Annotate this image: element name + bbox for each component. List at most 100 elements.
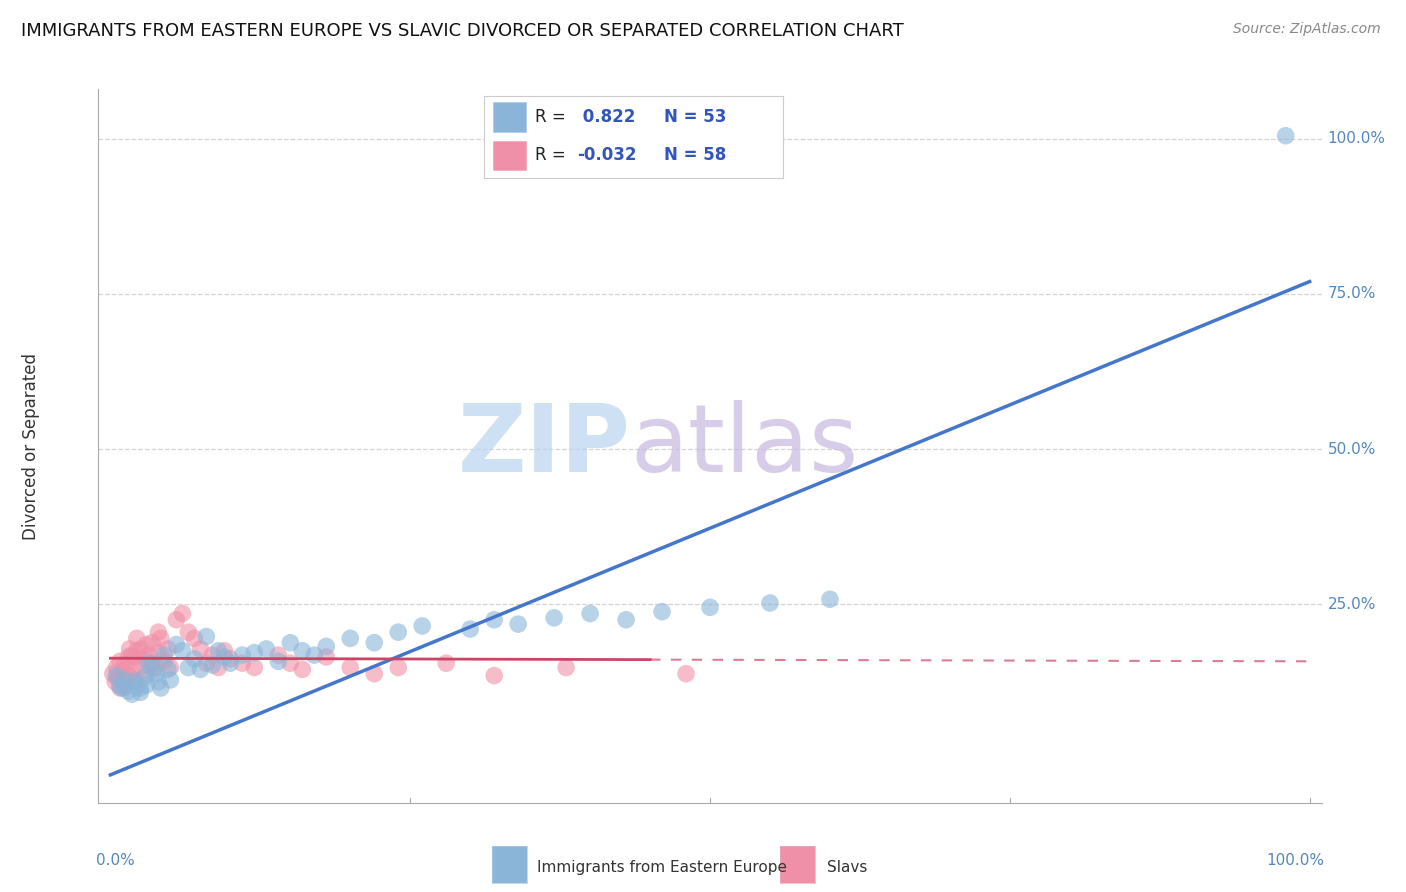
- Text: Source: ZipAtlas.com: Source: ZipAtlas.com: [1233, 22, 1381, 37]
- Point: [156, 641, 179, 656]
- Point: [172, 607, 194, 621]
- Point: [121, 665, 143, 679]
- Point: [159, 673, 181, 687]
- Text: 25.0%: 25.0%: [1327, 597, 1376, 612]
- Point: [138, 656, 160, 670]
- Text: IMMIGRANTS FROM EASTERN EUROPE VS SLAVIC DIVORCED OR SEPARATED CORRELATION CHART: IMMIGRANTS FROM EASTERN EUROPE VS SLAVIC…: [21, 22, 904, 40]
- Text: Slavs: Slavs: [827, 860, 868, 874]
- Point: [132, 652, 155, 666]
- Point: [183, 632, 205, 646]
- Point: [159, 660, 181, 674]
- Point: [105, 660, 128, 674]
- Point: [124, 674, 146, 689]
- Point: [124, 673, 146, 687]
- Point: [172, 644, 194, 658]
- Point: [145, 660, 167, 674]
- Point: [125, 632, 148, 646]
- Point: [195, 630, 218, 644]
- Point: [138, 648, 160, 662]
- Point: [148, 646, 170, 660]
- Text: ZIP: ZIP: [457, 400, 630, 492]
- Point: [411, 619, 433, 633]
- Point: [315, 640, 337, 654]
- Point: [243, 660, 266, 674]
- Point: [614, 613, 637, 627]
- Point: [214, 644, 236, 658]
- Text: 0.0%: 0.0%: [96, 853, 135, 868]
- Point: [207, 644, 229, 658]
- Point: [111, 665, 134, 679]
- Point: [153, 654, 176, 668]
- Point: [165, 638, 187, 652]
- Point: [145, 666, 167, 681]
- Point: [114, 679, 136, 693]
- Point: [115, 673, 138, 687]
- Point: [114, 658, 136, 673]
- Point: [267, 648, 290, 662]
- Point: [125, 644, 148, 658]
- Point: [188, 641, 211, 656]
- Point: [699, 600, 721, 615]
- Point: [156, 662, 179, 676]
- Point: [111, 681, 134, 695]
- Text: 100.0%: 100.0%: [1327, 131, 1386, 146]
- Point: [579, 607, 602, 621]
- Point: [315, 650, 337, 665]
- Point: [458, 622, 481, 636]
- Point: [148, 674, 170, 689]
- Point: [121, 648, 143, 662]
- Point: [201, 648, 224, 662]
- Point: [124, 650, 146, 665]
- Point: [482, 613, 505, 627]
- Point: [111, 676, 134, 690]
- Text: Immigrants from Eastern Europe: Immigrants from Eastern Europe: [537, 860, 787, 874]
- Point: [219, 652, 242, 666]
- Point: [188, 662, 211, 676]
- Point: [125, 679, 148, 693]
- Point: [104, 674, 127, 689]
- Point: [135, 678, 157, 692]
- Point: [132, 670, 155, 684]
- Point: [508, 617, 530, 632]
- Point: [117, 650, 139, 665]
- Point: [555, 660, 578, 674]
- Point: [195, 656, 218, 670]
- Point: [543, 611, 565, 625]
- Point: [101, 666, 124, 681]
- Text: 75.0%: 75.0%: [1327, 286, 1376, 301]
- Point: [818, 592, 841, 607]
- Point: [108, 681, 131, 695]
- Point: [434, 656, 457, 670]
- Point: [254, 641, 277, 656]
- Point: [117, 668, 139, 682]
- Point: [129, 685, 152, 699]
- Point: [149, 681, 172, 695]
- Point: [121, 687, 143, 701]
- Point: [177, 625, 200, 640]
- Point: [129, 641, 152, 656]
- Point: [304, 648, 326, 662]
- Point: [183, 652, 205, 666]
- Text: Divorced or Separated: Divorced or Separated: [22, 352, 41, 540]
- Point: [177, 660, 200, 674]
- Text: 100.0%: 100.0%: [1265, 853, 1324, 868]
- Point: [207, 660, 229, 674]
- Point: [153, 648, 176, 662]
- Point: [108, 679, 131, 693]
- Point: [141, 660, 163, 674]
- Point: [339, 660, 361, 674]
- Point: [339, 632, 361, 646]
- Point: [231, 656, 253, 670]
- Point: [482, 668, 505, 682]
- Point: [291, 644, 314, 658]
- Point: [1274, 128, 1296, 143]
- Point: [148, 625, 170, 640]
- Point: [387, 625, 409, 640]
- Point: [201, 658, 224, 673]
- Point: [165, 613, 187, 627]
- Point: [219, 656, 242, 670]
- Text: 50.0%: 50.0%: [1327, 442, 1376, 457]
- Point: [141, 656, 163, 670]
- Point: [291, 662, 314, 676]
- Point: [141, 636, 163, 650]
